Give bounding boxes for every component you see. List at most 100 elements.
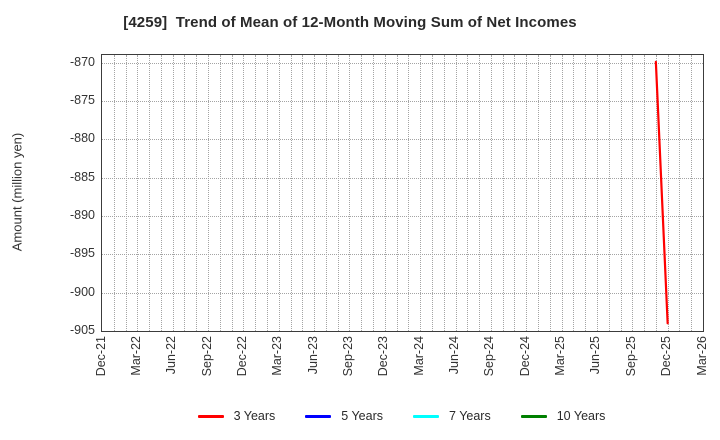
x-tick-label: Jun-25 (588, 336, 603, 375)
vertical-gridline (396, 55, 398, 331)
legend-item-3-years: 3 Years (197, 409, 276, 423)
vertical-gridline (160, 55, 162, 331)
vertical-gridline (667, 55, 669, 331)
legend-line-swatch (197, 414, 224, 418)
x-tick-label: Jun-22 (164, 336, 179, 375)
vertical-gridline (514, 55, 516, 331)
vertical-gridline (644, 55, 646, 331)
y-tick-label: -875 (69, 93, 95, 107)
vertical-gridline (149, 55, 151, 331)
vertical-gridline (373, 55, 375, 331)
legend-item-7-years: 7 Years (413, 409, 491, 423)
vertical-gridline (549, 55, 551, 331)
vertical-gridline (691, 55, 693, 331)
y-tick-label: -895 (69, 246, 95, 261)
vertical-gridline (196, 55, 198, 331)
chart-title: [4259] Trend of Mean of 12-Month Moving … (123, 14, 577, 31)
vertical-gridline (538, 55, 540, 331)
legend-line-swatch (520, 414, 547, 418)
x-tick-label: Jun-24 (447, 336, 461, 375)
vertical-gridline (479, 55, 481, 331)
series-lines (654, 60, 669, 325)
vertical-gridline (243, 55, 245, 331)
vertical-gridline (349, 55, 351, 331)
x-tick-label: Dec-24 (517, 336, 532, 377)
vertical-gridline (420, 55, 422, 331)
x-tick-label: Mar-23 (270, 336, 285, 376)
vertical-gridline (172, 55, 174, 331)
vertical-gridline (526, 55, 528, 331)
vertical-gridline (266, 55, 268, 331)
horizontal-gridline (102, 62, 703, 64)
vertical-gridline (384, 55, 386, 331)
y-tick-label: -905 (69, 323, 95, 337)
legend-item-5-years: 5 Years (305, 409, 383, 423)
horizontal-gridline (102, 254, 703, 256)
x-tick-label: Jun-23 (305, 336, 320, 375)
legend-label: 10 Years (556, 409, 606, 423)
vertical-gridline (290, 55, 292, 331)
vertical-gridline (255, 55, 257, 331)
vertical-gridline (219, 55, 221, 331)
vertical-gridline (490, 55, 492, 331)
vertical-gridline (184, 55, 186, 331)
vertical-gridline (278, 55, 280, 331)
horizontal-gridline (102, 177, 703, 179)
vertical-gridline (443, 55, 445, 331)
horizontal-gridline (102, 101, 703, 102)
vertical-gridline (608, 55, 610, 331)
x-tick-label: Mar-25 (553, 336, 568, 376)
x-tick-label: Dec-23 (376, 336, 391, 377)
vertical-gridline (113, 55, 115, 331)
y-tick-label: -880 (69, 131, 95, 146)
y-tick-label: -900 (69, 284, 95, 299)
plot-area (101, 54, 704, 332)
vertical-gridline (137, 55, 139, 331)
x-tick-label: Sep-22 (199, 336, 214, 377)
vertical-gridline (337, 55, 339, 331)
y-tick-label: -870 (69, 54, 95, 69)
x-tick-label: Dec-25 (659, 336, 674, 377)
horizontal-gridline (102, 216, 703, 217)
x-tick-label: Dec-22 (234, 336, 249, 377)
x-tick-label: Mar-22 (128, 336, 143, 376)
legend: 3 Years 5 Years 7 Years 10 Years (101, 404, 702, 428)
x-tick-label: Sep-24 (482, 336, 497, 377)
legend-label: 5 Years (341, 409, 384, 423)
vertical-gridline (325, 55, 327, 331)
vertical-gridline (125, 55, 127, 331)
vertical-gridline (231, 55, 233, 331)
x-tick-label: Mar-24 (411, 336, 426, 376)
y-axis-title: Amount (million yen) (9, 132, 25, 252)
legend-item-10-years: 10 Years (520, 409, 606, 423)
horizontal-gridline (102, 292, 703, 294)
vertical-gridline (596, 55, 598, 331)
legend-line-swatch (305, 414, 332, 418)
vertical-gridline (561, 55, 563, 331)
legend-line-swatch (413, 414, 440, 418)
vertical-gridline (679, 55, 681, 331)
vertical-gridline (208, 55, 210, 331)
vertical-gridline (314, 55, 316, 331)
y-tick-label: -890 (69, 208, 95, 222)
vertical-gridline (361, 55, 363, 331)
vertical-gridline (585, 55, 587, 331)
vertical-gridline (467, 55, 469, 331)
legend-label: 3 Years (233, 409, 276, 423)
series-line-3-years (654, 60, 669, 325)
vertical-gridline (502, 55, 504, 331)
x-tick-label: Dec-21 (93, 336, 108, 377)
vertical-gridline (408, 55, 410, 331)
x-tick-label: Sep-23 (341, 336, 355, 377)
legend-label: 7 Years (449, 409, 491, 423)
vertical-gridline (302, 55, 304, 331)
horizontal-gridline (102, 139, 703, 141)
vertical-gridline (573, 55, 575, 331)
vertical-gridline (632, 55, 634, 331)
y-tick-label: -885 (69, 169, 95, 184)
vertical-gridline (455, 55, 457, 331)
x-tick-label: Sep-25 (623, 336, 638, 377)
x-tick-label: Mar-26 (694, 336, 709, 376)
vertical-gridline (620, 55, 622, 331)
